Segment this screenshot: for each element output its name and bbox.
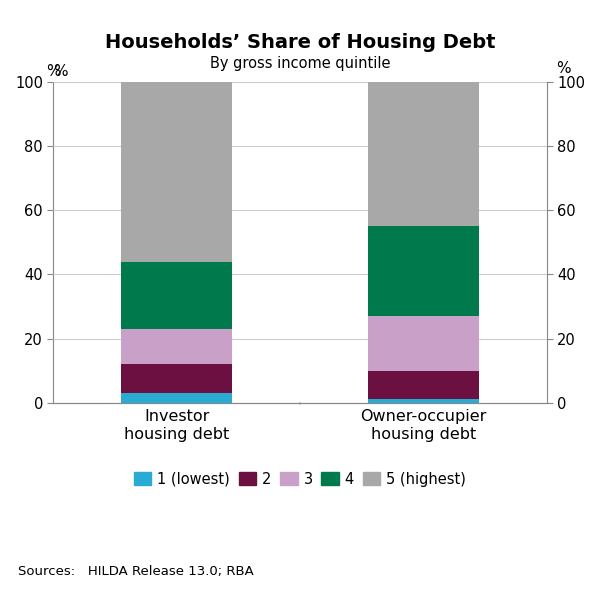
Bar [121,262,232,329]
Bar [368,316,479,371]
Legend: 1 (lowest), 2, 3, 4, 5 (highest): 1 (lowest), 2, 3, 4, 5 (highest) [128,466,472,493]
Bar [368,399,479,402]
Bar [368,227,479,316]
Text: %: % [53,64,68,79]
Text: Sources:   HILDA Release 13.0; RBA: Sources: HILDA Release 13.0; RBA [18,565,254,578]
Text: %: % [556,61,571,76]
Text: %: % [46,64,61,79]
Bar [368,83,479,227]
Text: By gross income quintile: By gross income quintile [210,56,390,71]
Bar [121,364,232,393]
Title: Households’ Share of Housing Debt: Households’ Share of Housing Debt [105,32,495,52]
Bar [121,393,232,402]
Bar [121,83,232,262]
Bar [121,329,232,364]
Bar [368,371,479,399]
